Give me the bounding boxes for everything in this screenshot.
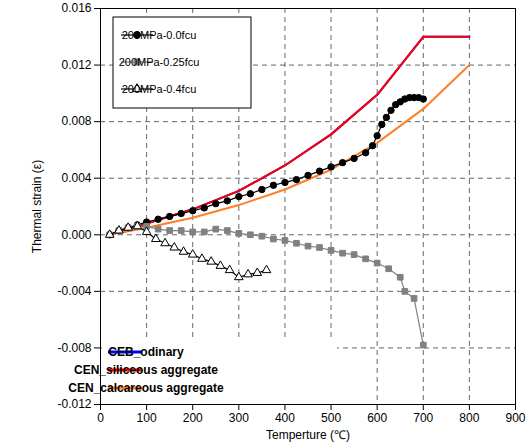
svg-text:Thermal strain (ε): Thermal strain (ε) — [30, 160, 44, 253]
svg-text:0: 0 — [97, 411, 104, 425]
svg-text:-0.004: -0.004 — [57, 284, 91, 298]
svg-text:200MPa-0.0fcu: 200MPa-0.0fcu — [122, 29, 197, 41]
svg-text:200: 200 — [183, 411, 203, 425]
svg-text:0.012: 0.012 — [61, 58, 91, 72]
svg-text:600: 600 — [367, 411, 387, 425]
svg-text:100: 100 — [137, 411, 157, 425]
svg-text:400: 400 — [275, 411, 295, 425]
svg-text:CEB_odinary: CEB_odinary — [108, 345, 184, 359]
svg-text:0.016: 0.016 — [61, 1, 91, 15]
svg-text:200MPa-0.4fcu: 200MPa-0.4fcu — [122, 83, 197, 95]
svg-text:CEN_siliceous aggregate: CEN_siliceous aggregate — [74, 363, 218, 377]
svg-text:300: 300 — [229, 411, 249, 425]
svg-text:700: 700 — [413, 411, 433, 425]
svg-text:0.008: 0.008 — [61, 114, 91, 128]
svg-text:-0.012: -0.012 — [57, 397, 91, 411]
svg-text:200MPa-0.25fcu: 200MPa-0.25fcu — [119, 56, 200, 68]
svg-text:500: 500 — [321, 411, 341, 425]
svg-text:Temperture (℃): Temperture (℃) — [266, 428, 350, 442]
svg-text:0.000: 0.000 — [61, 228, 91, 242]
svg-text:CEN_calcareous aggregate: CEN_calcareous aggregate — [68, 381, 224, 395]
svg-text:900: 900 — [505, 411, 525, 425]
svg-text:-0.008: -0.008 — [57, 341, 91, 355]
svg-text:0.004: 0.004 — [61, 171, 91, 185]
svg-text:800: 800 — [459, 411, 479, 425]
